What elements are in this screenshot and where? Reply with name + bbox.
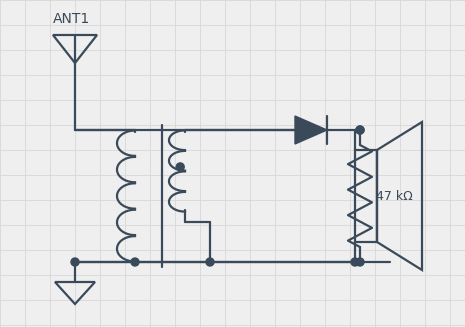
Text: 47 kΩ: 47 kΩ — [376, 190, 413, 202]
Bar — [355, 150, 377, 242]
Circle shape — [176, 163, 184, 171]
Circle shape — [131, 258, 139, 266]
Text: ANT1: ANT1 — [53, 12, 90, 26]
Polygon shape — [295, 116, 327, 144]
Circle shape — [356, 126, 364, 134]
Circle shape — [356, 126, 364, 134]
Circle shape — [351, 258, 359, 266]
Circle shape — [206, 258, 214, 266]
Circle shape — [71, 258, 79, 266]
Circle shape — [356, 258, 364, 266]
